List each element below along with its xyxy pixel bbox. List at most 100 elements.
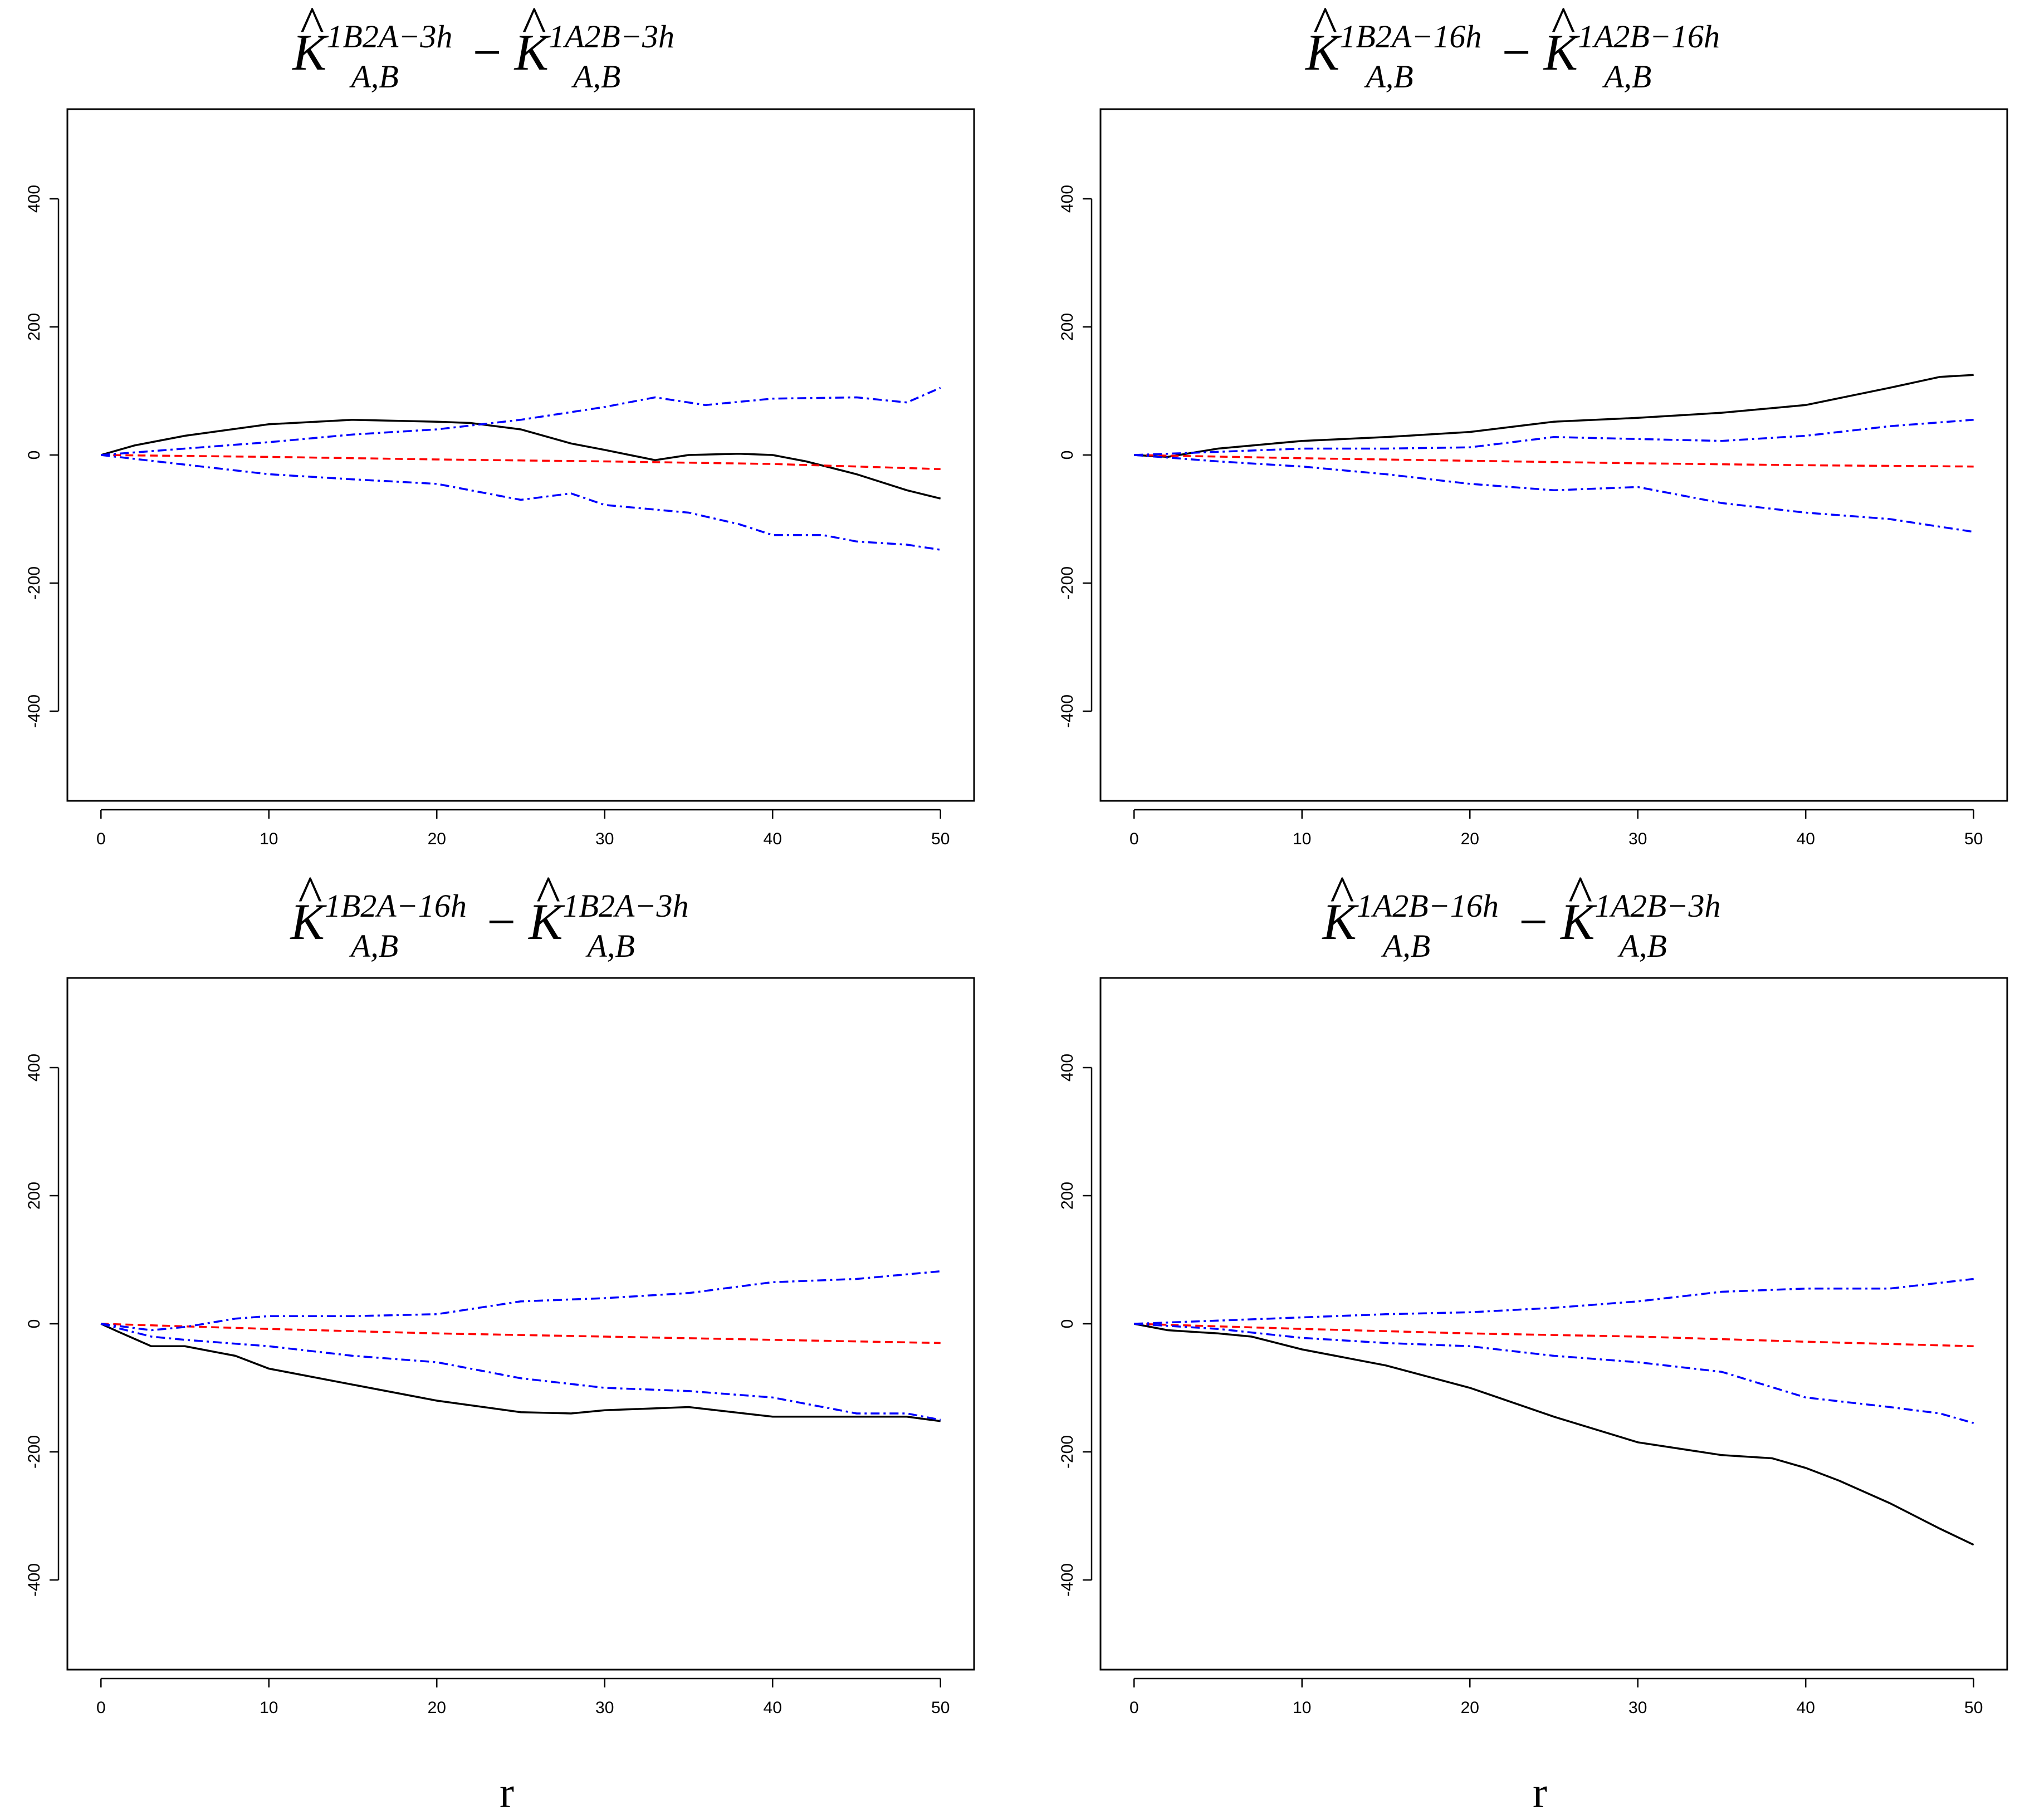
y-tick-label: -200 (1058, 1435, 1077, 1469)
title-left-superscript: 1B2A−16h (325, 888, 467, 924)
y-tick-label: 0 (25, 1319, 43, 1329)
title-letter: K (1322, 893, 1359, 950)
y-tick-label: 400 (25, 185, 43, 213)
series-observed (1134, 374, 1974, 458)
title-right-subscript: A,B (571, 58, 620, 95)
title-left-subscript: A,B (349, 928, 398, 964)
y-tick-label: 200 (1058, 313, 1077, 341)
series-observed (1133, 1323, 1974, 1546)
series-envelope-upper (1134, 1278, 1974, 1325)
title-right-subscript: A,B (1617, 928, 1667, 964)
x-tick-label: 30 (1628, 1699, 1647, 1717)
x-tick-label: 20 (428, 830, 446, 848)
x-tick-label: 40 (764, 1699, 782, 1717)
title-letter: K (1559, 893, 1597, 950)
x-tick-label: 0 (96, 1699, 106, 1717)
x-tick-label: 50 (931, 1699, 950, 1717)
x-tick-label: 0 (96, 830, 106, 848)
title-right-subscript: A,B (585, 928, 635, 964)
plot-frame (1099, 977, 2008, 1671)
x-tick-label: 10 (260, 830, 278, 848)
x-tick-label: 20 (1461, 1699, 1479, 1717)
chart-title: K1B2A−3h A,B − K1A2B−3h A,B (291, 18, 674, 95)
title-right-superscript: 1A2B−3h (549, 18, 674, 55)
x-tick-label: 40 (1797, 1699, 1815, 1717)
title-left-subscript: A,B (1381, 928, 1430, 964)
series-envelope-lower (1134, 1323, 1974, 1424)
title-left-superscript: 1B2A−16h (1339, 18, 1481, 55)
title-letter: K (513, 24, 551, 81)
title-hat: ^ (298, 865, 322, 922)
title-hat: ^ (1330, 865, 1354, 922)
series-envelope-upper (101, 386, 941, 456)
title-left-subscript: A,B (1363, 58, 1413, 95)
x-tick-label: 40 (764, 830, 782, 848)
title-letter: K (1304, 24, 1342, 81)
y-tick-label: -400 (1058, 694, 1077, 728)
title-left-superscript: 1A2B−16h (1357, 888, 1499, 924)
title-right-subscript: A,B (1602, 58, 1651, 95)
y-tick-label: -400 (1058, 1563, 1077, 1597)
series-observed (100, 1323, 941, 1422)
title-operator: − (474, 893, 529, 950)
plot-frame (66, 108, 975, 802)
x-tick-label: 20 (428, 1699, 446, 1717)
x-tick-label: 10 (260, 1699, 278, 1717)
y-tick-label: -400 (25, 1563, 43, 1597)
title-right-superscript: 1A2B−16h (1578, 18, 1720, 55)
title-letter: K (291, 24, 329, 81)
series-envelope-upper (101, 1270, 941, 1332)
y-tick-label: 400 (1058, 185, 1077, 213)
y-tick-label: 200 (25, 1182, 43, 1210)
y-tick-label: -200 (25, 566, 43, 600)
title-right-superscript: 1A2B−3h (1595, 888, 1721, 924)
title-hat: ^ (1551, 0, 1575, 53)
y-tick-label: -200 (25, 1435, 43, 1469)
series-mean (1134, 454, 1974, 468)
y-tick-label: 0 (1058, 1319, 1077, 1329)
series-observed (100, 419, 941, 500)
title-hat: ^ (536, 865, 560, 922)
x-tick-label: 0 (1129, 830, 1139, 848)
chart-title: K1A2B−16h A,B − K1A2B−3h A,B (1322, 888, 1721, 964)
x-tick-label: 30 (595, 830, 614, 848)
series-envelope-lower (101, 454, 941, 551)
x-tick-label: 40 (1797, 830, 1815, 848)
y-tick-label: -400 (25, 694, 43, 728)
x-axis-label: r (1533, 1768, 1547, 1817)
title-left-subscript: A,B (349, 58, 398, 95)
title-operator: − (1489, 24, 1544, 81)
series-envelope-lower (1134, 454, 1974, 533)
title-hat: ^ (1568, 865, 1592, 922)
x-axis-label: r (500, 1768, 514, 1817)
x-tick-label: 30 (595, 1699, 614, 1717)
title-left-superscript: 1B2A−3h (326, 18, 452, 55)
title-letter: K (527, 893, 565, 950)
series-envelope-lower (100, 1323, 941, 1421)
x-tick-label: 10 (1293, 1699, 1311, 1717)
title-right-superscript: 1B2A−3h (563, 888, 689, 924)
series-mean (101, 454, 941, 471)
x-tick-label: 0 (1129, 1699, 1139, 1717)
title-operator: − (1506, 893, 1561, 950)
series-envelope-upper (1134, 419, 1974, 456)
y-tick-label: 0 (1058, 451, 1077, 460)
title-hat: ^ (300, 0, 324, 53)
title-letter: K (290, 893, 327, 950)
y-tick-label: -200 (1058, 566, 1077, 600)
y-tick-label: 200 (25, 313, 43, 341)
y-tick-label: 200 (1058, 1182, 1077, 1210)
title-hat: ^ (1313, 0, 1337, 53)
plot-frame (1099, 108, 2008, 802)
series-mean (1134, 1323, 1974, 1348)
title-operator: − (460, 24, 515, 81)
title-letter: K (1543, 24, 1581, 81)
series-mean (101, 1323, 941, 1344)
x-tick-label: 50 (1964, 1699, 1983, 1717)
x-tick-label: 50 (931, 830, 950, 848)
chart-title: K1B2A−16h A,B − K1A2B−16h A,B (1304, 18, 1720, 95)
